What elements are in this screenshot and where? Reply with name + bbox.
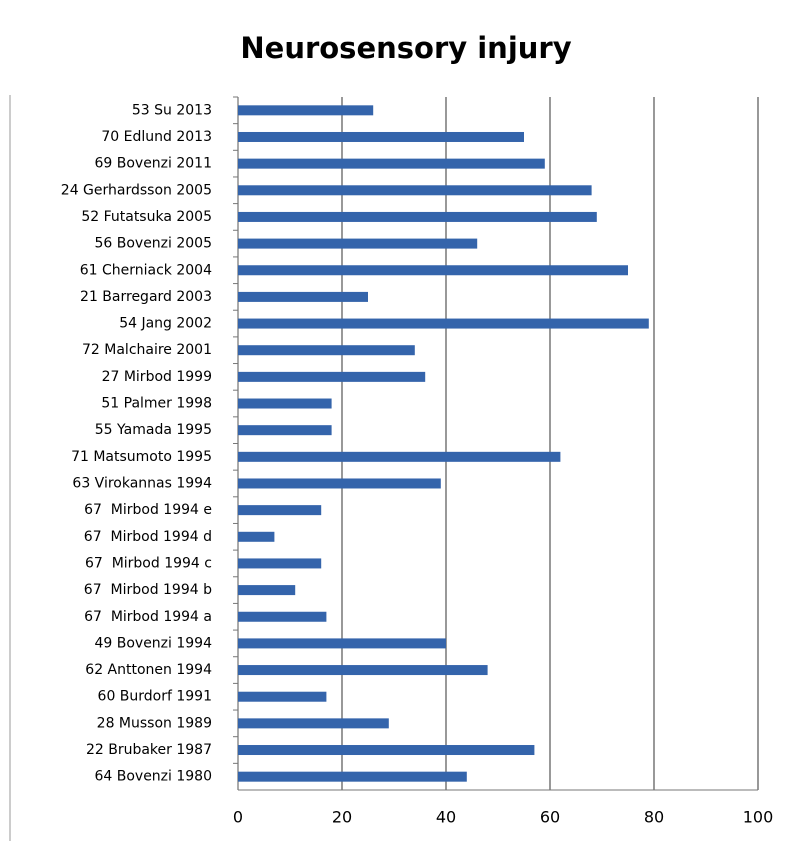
x-tick-label: 0 bbox=[233, 808, 243, 827]
bar bbox=[238, 371, 426, 382]
y-tick-label: 67 Mirbod 1994 a bbox=[84, 609, 212, 625]
bar bbox=[238, 718, 389, 729]
bar bbox=[238, 505, 322, 516]
bar bbox=[238, 345, 415, 356]
y-tick-label: 67 Mirbod 1994 c bbox=[85, 555, 212, 571]
bar bbox=[238, 691, 327, 702]
y-tick-label: 28 Musson 1989 bbox=[97, 715, 212, 731]
bar bbox=[238, 611, 327, 622]
bar bbox=[238, 638, 446, 649]
bar bbox=[238, 265, 628, 276]
y-tick-label: 21 Barregard 2003 bbox=[80, 289, 212, 305]
y-tick-label: 27 Mirbod 1999 bbox=[102, 369, 212, 385]
chart-title: Neurosensory injury bbox=[240, 31, 571, 65]
bar bbox=[238, 451, 561, 462]
bar bbox=[238, 478, 441, 489]
y-tick-label: 67 Mirbod 1994 e bbox=[84, 502, 212, 518]
y-tick-label: 22 Brubaker 1987 bbox=[86, 742, 212, 758]
y-tick-label: 63 Virokannas 1994 bbox=[72, 475, 212, 491]
bar bbox=[238, 558, 322, 569]
bar bbox=[238, 185, 592, 196]
bar bbox=[238, 425, 332, 436]
bar bbox=[238, 105, 374, 116]
bar bbox=[238, 665, 488, 676]
y-tick-label: 61 Cherniack 2004 bbox=[80, 262, 212, 278]
bar bbox=[238, 318, 649, 329]
bar bbox=[238, 585, 296, 596]
y-tick-label: 62 Anttonen 1994 bbox=[85, 662, 212, 678]
bar bbox=[238, 771, 467, 782]
bar bbox=[238, 131, 524, 142]
y-tick-label: 60 Burdorf 1991 bbox=[98, 689, 212, 705]
bar bbox=[238, 531, 275, 542]
x-tick-label: 20 bbox=[332, 808, 352, 827]
y-tick-label: 64 Bovenzi 1980 bbox=[94, 769, 212, 785]
bar bbox=[238, 158, 545, 169]
x-tick-label: 100 bbox=[743, 808, 774, 827]
y-tick-label: 51 Palmer 1998 bbox=[101, 396, 212, 412]
x-tick-label: 40 bbox=[436, 808, 456, 827]
y-tick-label: 52 Futatsuka 2005 bbox=[81, 209, 212, 225]
bar bbox=[238, 238, 478, 249]
x-tick-label: 60 bbox=[540, 808, 560, 827]
y-tick-label: 53 Su 2013 bbox=[132, 102, 212, 118]
x-tick-label: 80 bbox=[644, 808, 664, 827]
y-tick-label: 24 Gerhardsson 2005 bbox=[61, 182, 212, 198]
y-tick-label: 67 Mirbod 1994 d bbox=[84, 529, 212, 545]
y-tick-label: 67 Mirbod 1994 b bbox=[84, 582, 212, 598]
bar bbox=[238, 211, 597, 222]
y-tick-label: 55 Yamada 1995 bbox=[95, 422, 212, 438]
y-tick-label: 54 Jang 2002 bbox=[119, 316, 212, 332]
bar bbox=[238, 745, 535, 756]
y-tick-label: 49 Bovenzi 1994 bbox=[94, 635, 212, 651]
y-tick-label: 71 Matsumoto 1995 bbox=[71, 449, 212, 465]
bar bbox=[238, 291, 368, 302]
y-tick-label: 72 Malchaire 2001 bbox=[82, 342, 212, 358]
bar bbox=[238, 398, 332, 409]
y-tick-label: 70 Edlund 2013 bbox=[101, 129, 212, 145]
y-tick-label: 69 Bovenzi 2011 bbox=[94, 156, 212, 172]
y-tick-label: 56 Bovenzi 2005 bbox=[94, 236, 212, 252]
